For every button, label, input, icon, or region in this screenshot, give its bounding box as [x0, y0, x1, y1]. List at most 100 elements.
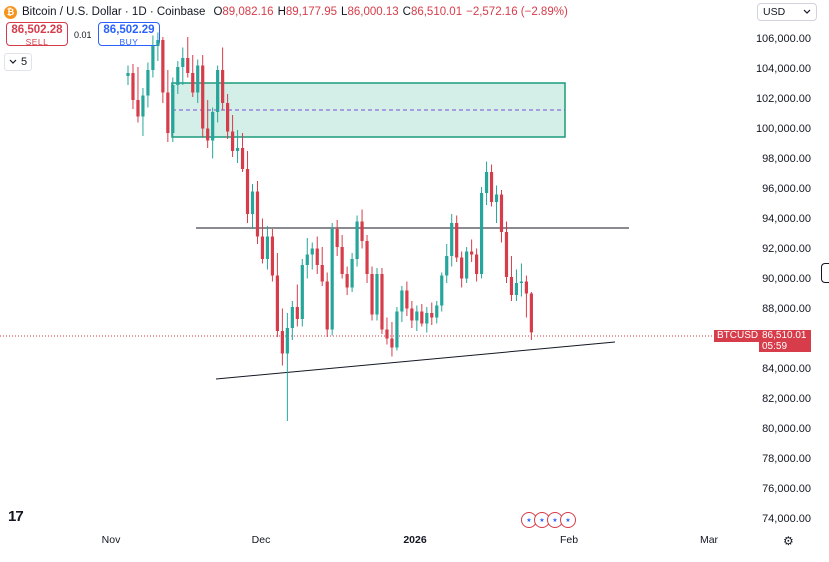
candle-body[interactable]	[385, 329, 389, 339]
candle-body[interactable]	[355, 221, 359, 260]
candle-body[interactable]	[196, 65, 200, 93]
candle-body[interactable]	[126, 73, 130, 76]
candle-body[interactable]	[270, 236, 275, 276]
candle-body[interactable]	[509, 277, 514, 295]
candle-body[interactable]	[519, 281, 524, 284]
sell-button[interactable]: 86,502.28 SELL	[6, 22, 68, 47]
price-axis-label: 92,000.00	[762, 243, 811, 255]
candle-body[interactable]	[300, 265, 304, 319]
us-flag-icon[interactable]: ★	[521, 512, 537, 528]
candle-body[interactable]	[440, 275, 444, 306]
candle-body[interactable]	[360, 221, 364, 242]
candle-body[interactable]	[240, 148, 245, 169]
candle-body[interactable]	[370, 274, 374, 315]
gear-icon[interactable]: ⚙	[783, 534, 794, 548]
candle-body[interactable]	[250, 191, 255, 215]
candle-body[interactable]	[206, 128, 210, 141]
candle-body[interactable]	[475, 254, 479, 275]
candle-body[interactable]	[390, 338, 394, 348]
candle-body[interactable]	[529, 293, 533, 333]
candle-body[interactable]	[499, 194, 504, 233]
indicators-toggle[interactable]: 5	[4, 53, 33, 71]
candle-body[interactable]	[235, 148, 240, 151]
scale-drag-handle[interactable]	[821, 263, 829, 283]
candle-body[interactable]	[435, 305, 439, 318]
candle-body[interactable]	[285, 328, 289, 354]
candle-body[interactable]	[295, 307, 299, 319]
candle-body[interactable]	[330, 229, 334, 330]
support-trendline[interactable]	[215, 341, 616, 380]
candle-body[interactable]	[161, 40, 165, 93]
candle-body[interactable]	[410, 308, 414, 321]
candle-body[interactable]	[335, 229, 339, 247]
candle-body[interactable]	[315, 248, 319, 266]
candle-body[interactable]	[420, 311, 424, 324]
candle-body[interactable]	[470, 251, 474, 255]
candle-body[interactable]	[460, 257, 464, 279]
candle-body[interactable]	[131, 73, 135, 100]
demand-zone[interactable]	[171, 82, 566, 138]
candle-body[interactable]	[395, 311, 399, 348]
candle-body[interactable]	[255, 191, 260, 237]
candle-body[interactable]	[310, 248, 314, 255]
candle-body[interactable]	[171, 85, 175, 133]
economic-events[interactable]: ★ ★ ★ ★	[521, 512, 576, 528]
currency-select[interactable]: USD	[757, 3, 817, 21]
candle-body[interactable]	[415, 311, 419, 321]
candle-body[interactable]	[305, 254, 309, 266]
price-axis-label: 82,000.00	[762, 393, 811, 405]
candle-body[interactable]	[494, 194, 499, 203]
candle-body[interactable]	[245, 169, 250, 214]
candle-body[interactable]	[524, 281, 528, 294]
candle-body[interactable]	[216, 70, 220, 112]
tradingview-logo[interactable]: 17	[8, 508, 24, 525]
candle-body[interactable]	[365, 241, 369, 274]
candle-body[interactable]	[186, 58, 190, 73]
candle-body[interactable]	[465, 251, 469, 279]
us-flag-icon[interactable]: ★	[547, 512, 563, 528]
candle-body[interactable]	[221, 70, 225, 103]
candle-body[interactable]	[375, 274, 379, 315]
candle-body[interactable]	[345, 274, 349, 288]
candle-body[interactable]	[201, 65, 205, 129]
candle-body[interactable]	[380, 274, 384, 330]
candle-body[interactable]	[455, 223, 459, 258]
candle-body[interactable]	[430, 313, 434, 318]
candle-body[interactable]	[325, 281, 329, 330]
candle-body[interactable]	[166, 92, 170, 134]
candle-body[interactable]	[400, 290, 404, 312]
candle-body[interactable]	[260, 236, 265, 260]
us-flag-icon[interactable]: ★	[560, 512, 576, 528]
candle-body[interactable]	[226, 103, 230, 132]
candle-body[interactable]	[504, 232, 509, 277]
candle-body[interactable]	[450, 223, 454, 256]
candle-body[interactable]	[151, 46, 155, 70]
candle-body[interactable]	[290, 307, 294, 328]
candle-body[interactable]	[340, 247, 344, 274]
price-axis-label: 100,000.00	[755, 123, 811, 135]
candle-body[interactable]	[445, 256, 449, 276]
candle-body[interactable]	[146, 70, 150, 96]
candle-body[interactable]	[230, 131, 235, 152]
symbol-title[interactable]: Bitcoin / U.S. Dollar · 1D · Coinbase	[22, 6, 206, 18]
candle-body[interactable]	[191, 73, 195, 93]
candle-body[interactable]	[350, 259, 354, 288]
candle-body[interactable]	[489, 172, 494, 202]
candle-body[interactable]	[280, 331, 284, 354]
candle-body[interactable]	[265, 236, 270, 260]
candle-body[interactable]	[211, 112, 215, 141]
candle-body[interactable]	[479, 193, 484, 274]
candle-body[interactable]	[484, 172, 489, 193]
candle-body[interactable]	[176, 67, 180, 85]
candle-body[interactable]	[181, 58, 185, 67]
candle-body[interactable]	[320, 265, 324, 282]
spread-value: 0.01	[74, 30, 92, 40]
candle-body[interactable]	[275, 275, 279, 332]
candle-body[interactable]	[425, 313, 429, 324]
candle-body[interactable]	[514, 283, 519, 295]
buy-button[interactable]: 86,502.29 BUY	[98, 22, 160, 47]
candle-body[interactable]	[405, 290, 409, 309]
candle-body[interactable]	[141, 95, 145, 117]
candle-body[interactable]	[136, 100, 140, 117]
